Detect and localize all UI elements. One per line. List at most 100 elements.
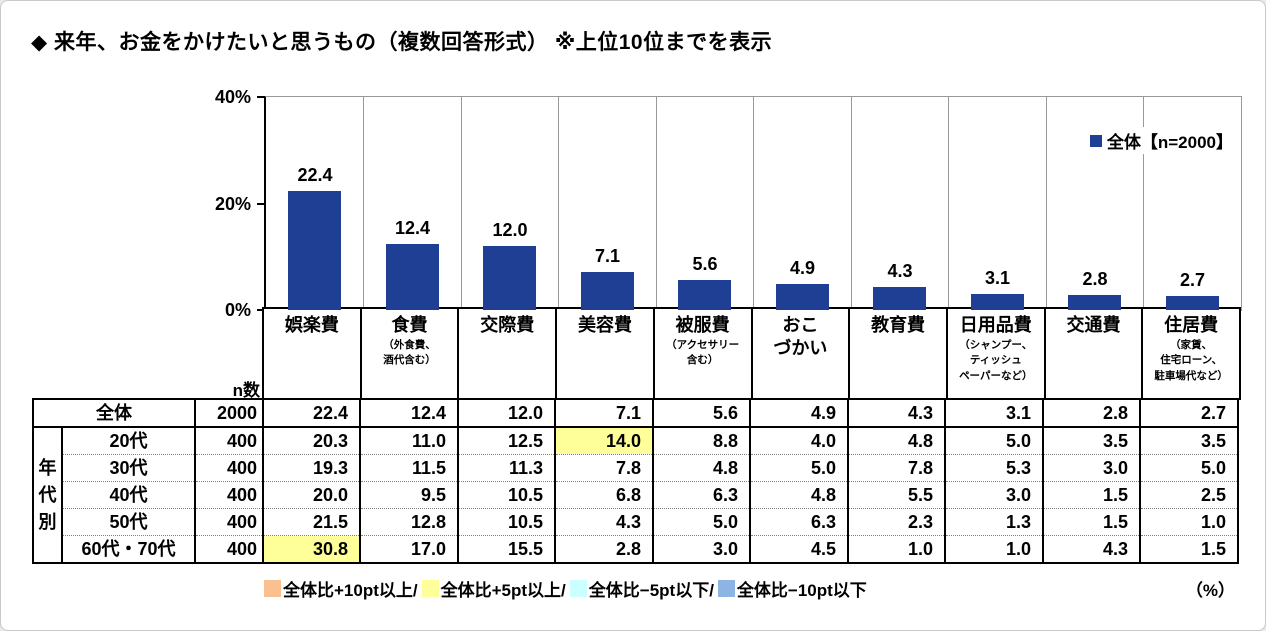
threshold-legend-item: 全体比−5pt以下/ [569, 576, 714, 601]
bar [775, 283, 829, 310]
grid-line [460, 97, 462, 310]
n-count-header: n数 [232, 381, 260, 400]
threshold-swatch-icon [569, 580, 587, 597]
value-cell: 10.5 [457, 481, 556, 509]
chart-legend: 全体【n=2000】 [1086, 127, 1236, 154]
value-cell: 4.8 [749, 481, 849, 509]
value-cell: 19.3 [262, 454, 361, 482]
table-row: 50代 400 21.5 12.8 10.5 4.3 5.0 6.3 2.3 1.3 1.5 1.0 [33, 508, 1239, 536]
value-cell: 20.0 [262, 481, 361, 509]
value-cell: 1.0 [847, 535, 946, 563]
unit-label: （%） [1185, 581, 1235, 600]
value-cell: 2.7 [1139, 399, 1239, 428]
value-cell: 17.0 [359, 535, 459, 563]
category-note: （アクセサリー 含む） [666, 338, 740, 367]
value-cell: 9.5 [359, 481, 459, 509]
grid-line [1143, 97, 1144, 310]
category-label: おこ づかい [773, 315, 828, 358]
bar [580, 272, 634, 310]
value-cell: 14.0 [554, 427, 654, 455]
category-label: 交通費 [1066, 315, 1121, 335]
bar-value-label: 4.9 [789, 257, 816, 278]
value-cell: 5.5 [847, 481, 946, 509]
category-label: 娯楽費 [284, 315, 339, 335]
y-axis-label: 0% [224, 300, 251, 320]
threshold-label: 全体比+10pt以上/ [283, 581, 418, 600]
row-label: 50代 [61, 508, 196, 536]
value-cell: 3.5 [1042, 427, 1141, 455]
value-cell: 2.3 [847, 508, 946, 536]
bar-value-label: 2.8 [1082, 269, 1108, 290]
value-cell: 4.5 [749, 535, 849, 563]
table-row: 60代・70代 400 30.8 17.0 15.5 2.8 3.0 4.5 1.0 1.0 4.3… [33, 535, 1239, 563]
value-cell: 12.8 [359, 508, 459, 536]
value-cell: 1.5 [1042, 481, 1141, 509]
value-cell: 7.8 [847, 454, 946, 482]
value-cell: 12.5 [457, 427, 556, 455]
legend-swatch-icon [1089, 134, 1102, 147]
value-cell: 1.5 [1139, 535, 1239, 563]
value-cell: 20.3 [262, 427, 361, 455]
value-cell: 3.1 [944, 399, 1044, 428]
category-label: 日用品費 [959, 315, 1032, 335]
threshold-swatch-icon [421, 580, 439, 597]
bar-value-label: 22.4 [297, 164, 333, 185]
value-cell: 3.0 [944, 481, 1044, 509]
row-label: 40代 [61, 481, 196, 509]
bar-value-label: 12.0 [492, 220, 528, 241]
row-group-label: 年 代 別 [32, 427, 63, 563]
bar-value-label: 5.6 [692, 254, 718, 275]
category-header-cell: 美容費 [557, 309, 655, 398]
category-header-cell: 日用品費 （シャンプー、 ティッシュ ペーパーなど） [948, 309, 1046, 398]
value-cell: 1.0 [944, 535, 1044, 563]
threshold-legend-item: 全体比+10pt以上/ [264, 576, 418, 601]
table-row: 年 代 別 20代 400 20.3 11.0 12.5 14.0 8.8 4.0 4.8 5.0 3… [32, 427, 1239, 563]
n-count-cell: 400 [194, 481, 264, 509]
value-cell: 6.3 [652, 481, 751, 509]
value-cell: 1.3 [944, 508, 1044, 536]
value-cell: 3.5 [1139, 427, 1239, 455]
value-cell: 7.1 [554, 399, 654, 428]
value-cell: 12.4 [359, 399, 459, 428]
value-cell: 21.5 [262, 508, 361, 536]
bar-value-label: 7.1 [594, 246, 621, 267]
value-cell: 11.3 [457, 454, 556, 482]
value-cell: 1.5 [1042, 508, 1141, 536]
row-label: 60代・70代 [61, 535, 196, 563]
grid-line [948, 97, 949, 310]
category-note: （シャンプー、 ティッシュ ペーパーなど） [959, 338, 1033, 383]
table-row: 全体 2000 22.4 12.4 12.0 7.1 5.6 4.9 4.3 3.1 2.8 2.7 [32, 399, 1239, 428]
y-axis-tick [257, 96, 265, 98]
value-cell: 11.0 [359, 427, 459, 455]
bar-value-label: 3.1 [984, 267, 1011, 288]
data-table: 全体 2000 22.4 12.4 12.0 7.1 5.6 4.9 4.3 3.1 2.8 2.7 年… [32, 398, 1239, 564]
value-cell: 5.0 [652, 508, 751, 536]
value-cell: 4.3 [847, 399, 946, 428]
category-label: 住居費 [1164, 315, 1219, 335]
value-cell: 4.8 [652, 454, 751, 482]
value-cell: 11.5 [359, 454, 459, 482]
chart-legend-label: 全体【n=2000】 [1106, 133, 1233, 152]
category-label: 食費 [391, 315, 428, 335]
y-axis-tick [257, 309, 265, 311]
y-axis-tick [257, 202, 265, 205]
category-header-cell: 交際費 [459, 309, 558, 398]
bar-chart: 全体【n=2000】 0% 20% 40% 22.4 12.4 12.0 7.1 5.6 4.9… [215, 87, 1242, 320]
bar [970, 293, 1024, 310]
table-row: 40代 400 20.0 9.5 10.5 6.8 6.3 4.8 5.5 3.0 1.5 2.5 [33, 481, 1239, 509]
category-header-cell: おこ づかい [753, 309, 851, 398]
bar [1068, 295, 1122, 310]
value-cell: 5.3 [944, 454, 1044, 482]
value-cell: 3.0 [1042, 454, 1141, 482]
category-label: 被服費 [675, 315, 730, 335]
value-cell: 4.8 [847, 427, 946, 455]
y-axis-label: 40% [214, 87, 251, 107]
threshold-swatch-icon [264, 580, 281, 597]
value-cell: 12.0 [457, 399, 556, 428]
page-title: ◆ 来年、お金をかけたいと思うもの（複数回答形式） ※上位10位までを表示 [31, 31, 773, 54]
category-header-row: 娯楽費 食費 （外食費、 酒代含む） 交際費 美容費 被服費 （アクセサリー 含む） おこ づ… [262, 307, 1241, 400]
value-cell: 1.0 [1139, 508, 1239, 536]
category-header-cell: 住居費 （家賃、 住宅ローン、 駐車場代など） [1143, 309, 1239, 398]
bar [385, 243, 439, 310]
